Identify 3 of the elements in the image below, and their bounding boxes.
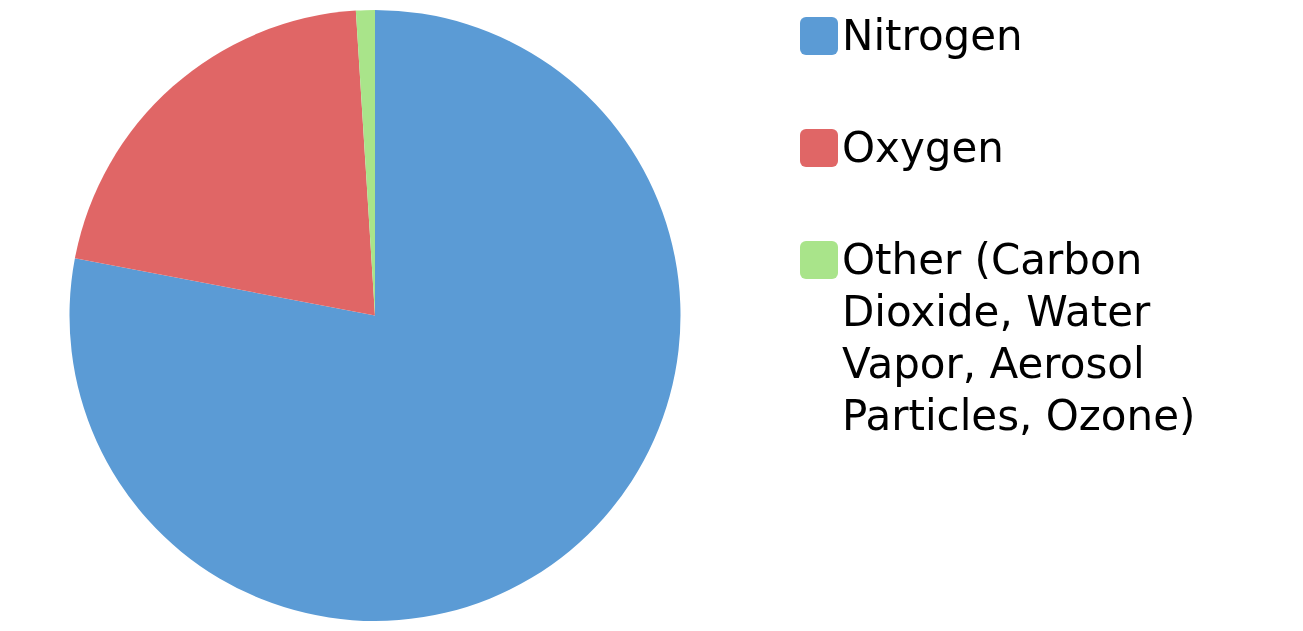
legend-label: Nitrogen	[842, 10, 1023, 62]
legend-label: Other (Carbon Dioxide, Water Vapor, Aerosol Particles, Ozone)	[842, 234, 1197, 442]
legend-label: Oxygen	[842, 122, 1004, 174]
